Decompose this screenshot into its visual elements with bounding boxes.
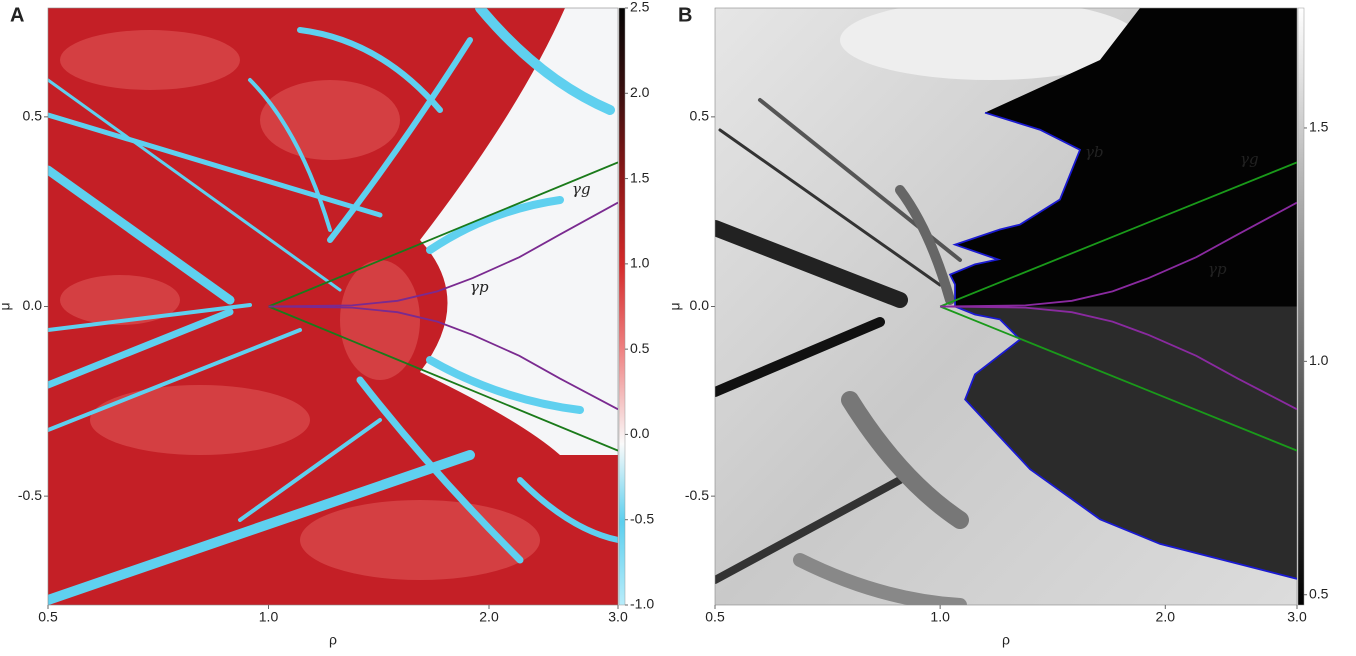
x-tick-label: 1.0 xyxy=(259,609,279,625)
y-tick-label: 0.5 xyxy=(690,108,710,124)
heatmap-b xyxy=(715,8,1297,605)
y-axis-label: μ xyxy=(0,302,13,310)
heatmap-a xyxy=(48,8,618,605)
x-tick-label: 3.0 xyxy=(608,609,628,625)
colorbar xyxy=(1297,7,1305,606)
curve xyxy=(939,161,1297,308)
y-tick-label: 0.0 xyxy=(23,297,43,313)
curve xyxy=(268,201,618,308)
curve xyxy=(268,305,618,411)
curve-label: γg xyxy=(1240,150,1259,168)
curve-label: γb xyxy=(1085,143,1104,161)
curve-label: γp xyxy=(1208,260,1227,278)
x-tick-label: 2.0 xyxy=(479,609,499,625)
region-upper xyxy=(950,8,1297,307)
panel-label: B xyxy=(678,4,692,26)
colorbar xyxy=(618,7,626,606)
y-tick-label: 0.5 xyxy=(23,108,43,124)
colorbar-tick-label: 2.5 xyxy=(630,0,650,15)
curve xyxy=(940,305,1297,411)
curve xyxy=(948,111,1297,580)
region-lower xyxy=(955,306,1297,579)
y-axis-label: μ xyxy=(667,302,683,310)
colorbar-tick-label: -1.0 xyxy=(630,596,654,612)
x-tick-label: 2.0 xyxy=(1156,609,1176,625)
colorbar-tick-label: 0.5 xyxy=(630,340,650,356)
colorbar-tick-label: 1.5 xyxy=(630,169,650,185)
colorbar-tick-label: -0.5 xyxy=(630,510,654,526)
x-axis-label: ρ xyxy=(1002,632,1010,648)
x-axis-label: ρ xyxy=(329,632,337,648)
colorbar-tick-label: 1.0 xyxy=(630,255,650,271)
colorbar-tick-label: 1.0 xyxy=(1309,352,1329,368)
y-tick-label: -0.5 xyxy=(18,487,42,503)
x-tick-label: 1.0 xyxy=(930,609,950,625)
curve xyxy=(268,161,618,308)
curve xyxy=(939,305,1297,452)
x-tick-label: 0.5 xyxy=(38,609,58,625)
curve-label: γg xyxy=(572,180,591,198)
colorbar-tick-label: 0.5 xyxy=(1309,585,1329,601)
x-tick-label: 0.5 xyxy=(705,609,725,625)
y-tick-label: 0.0 xyxy=(690,297,710,313)
y-tick-label: -0.5 xyxy=(685,487,709,503)
panel-label: A xyxy=(10,4,24,26)
curve xyxy=(268,305,618,452)
colorbar-tick-label: 1.5 xyxy=(1309,119,1329,135)
curve-label: γp xyxy=(470,278,489,296)
x-tick-label: 3.0 xyxy=(1287,609,1307,625)
colorbar-tick-label: 0.0 xyxy=(630,425,650,441)
curve xyxy=(940,201,1297,308)
colorbar-tick-label: 2.0 xyxy=(630,84,650,100)
